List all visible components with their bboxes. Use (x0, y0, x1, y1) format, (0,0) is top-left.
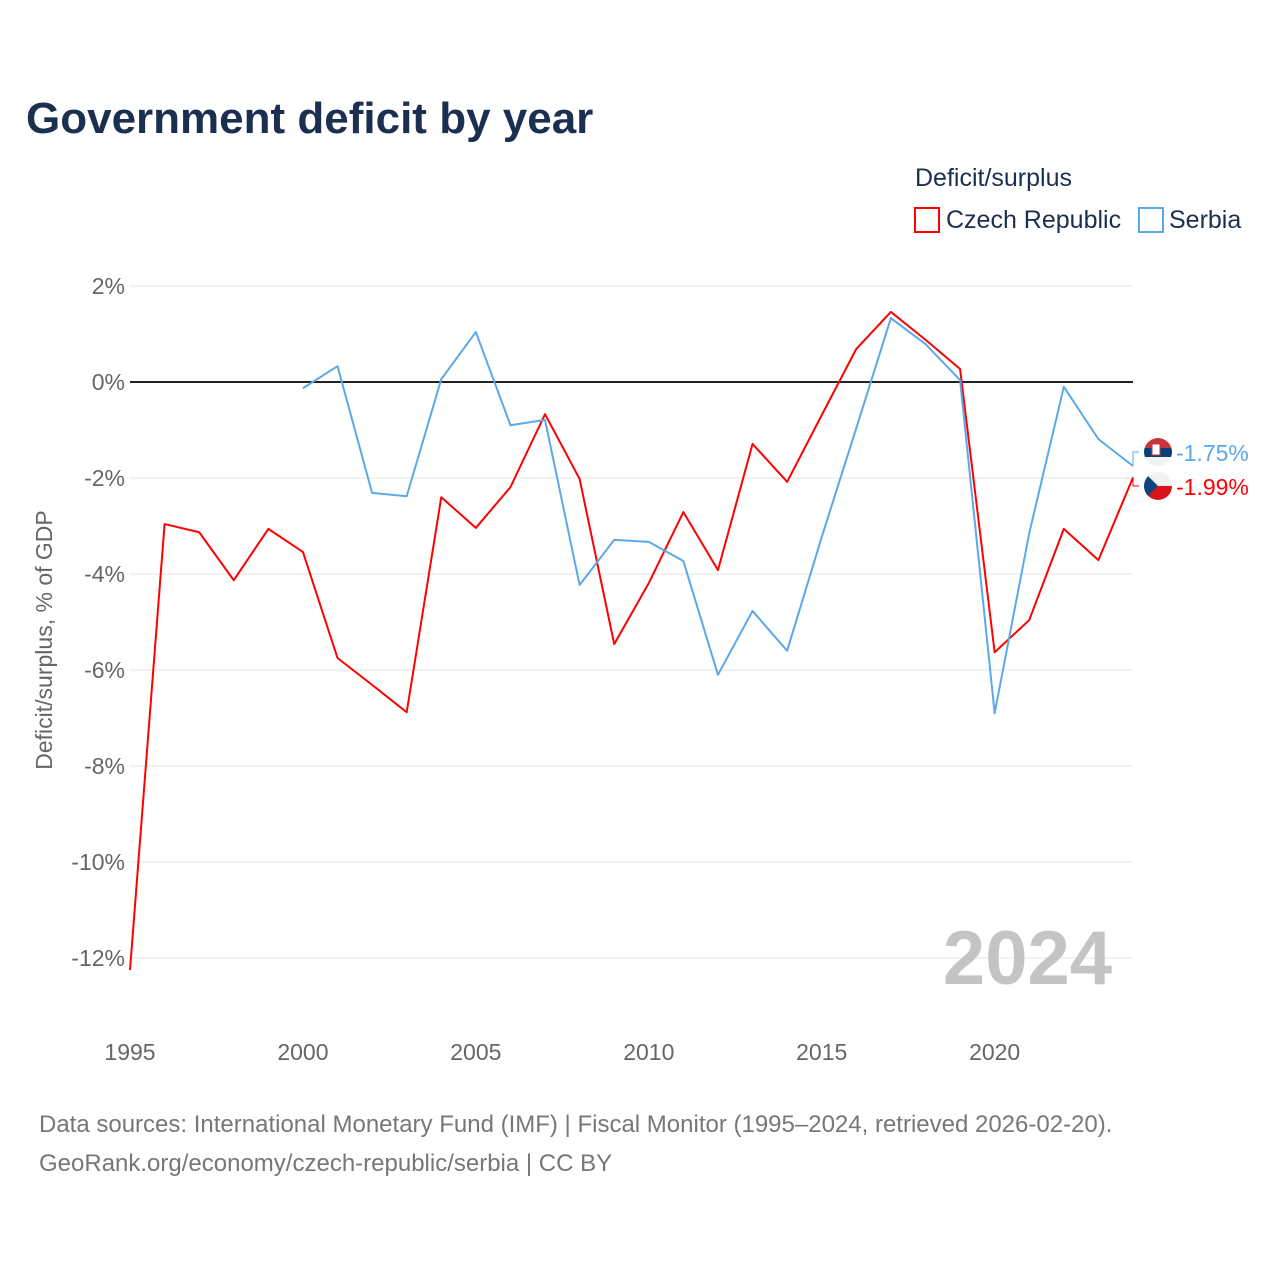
legend-title: Deficit/surplus (915, 164, 1072, 192)
end-label-connector-czech-republic (1133, 478, 1139, 486)
flag-body (1144, 472, 1172, 500)
flag-coat-of-arms (1152, 444, 1160, 455)
x-tick-label: 2015 (796, 1039, 847, 1065)
legend-swatch-czech-republic (915, 208, 939, 232)
end-label-connector-serbia (1133, 452, 1139, 466)
legend-label-czech-republic: Czech Republic (946, 206, 1121, 234)
year-watermark: 2024 (943, 916, 1112, 1001)
x-tick-label: 2020 (969, 1039, 1020, 1065)
y-tick-label: -6% (84, 657, 125, 683)
legend-item-serbia[interactable]: Serbia (1139, 206, 1241, 234)
x-tick-label: 2010 (623, 1039, 674, 1065)
legend-item-czech-republic[interactable]: Czech Republic (915, 206, 1121, 234)
y-axis-label: Deficit/surplus, % of GDP (31, 510, 57, 769)
flag-stripe-white (1144, 457, 1172, 466)
flag-icon-serbia (1144, 438, 1172, 466)
legend-swatch-serbia (1139, 208, 1163, 232)
y-tick-label: -12% (71, 945, 125, 971)
end-label-czech-republic: -1.99% (1176, 474, 1249, 500)
flag-body (1144, 438, 1172, 466)
footer-credit: GeoRank.org/economy/czech-republic/serbi… (39, 1150, 612, 1177)
y-tick-label: -10% (71, 849, 125, 875)
x-tick-label: 2000 (277, 1039, 328, 1065)
y-tick-label: -4% (84, 561, 125, 587)
series-line-serbia (303, 318, 1133, 713)
y-tick-label: 2% (92, 273, 125, 299)
y-tick-label: -8% (84, 753, 125, 779)
end-label-serbia: -1.75% (1176, 440, 1249, 466)
chart-title: Government deficit by year (26, 94, 593, 143)
legend-label-serbia: Serbia (1169, 206, 1241, 234)
x-tick-label: 2005 (450, 1039, 501, 1065)
x-tick-label: 1995 (104, 1039, 155, 1065)
y-tick-label: 0% (92, 369, 125, 395)
footer-sources: Data sources: International Monetary Fun… (39, 1111, 1112, 1138)
series-line-czech-republic (130, 312, 1133, 970)
flag-icon-czech-republic (1144, 472, 1172, 500)
y-tick-label: -2% (84, 465, 125, 491)
